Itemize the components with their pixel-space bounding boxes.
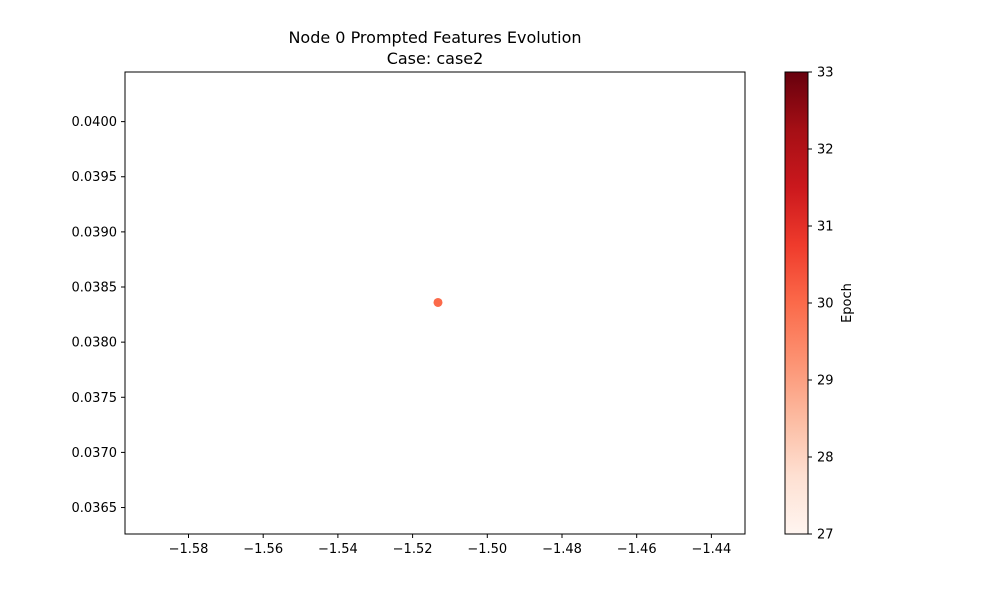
x-tick-label: −1.46	[617, 542, 657, 557]
x-axis: −1.58 −1.56 −1.54 −1.52 −1.50 −1.48 −1.46 −1.44	[169, 534, 731, 557]
chart-subtitle: Case: case2	[387, 49, 484, 68]
y-tick-label: 0.0385	[72, 281, 118, 296]
x-tick-label: −1.44	[691, 542, 731, 557]
colorbar-tick-label: 29	[817, 374, 834, 389]
colorbar-tick-label: 32	[817, 143, 834, 158]
colorbar-tick-label: 33	[817, 66, 834, 81]
y-tick-label: 0.0380	[72, 336, 118, 351]
x-tick-label: −1.54	[318, 542, 358, 557]
x-tick-label: −1.52	[393, 542, 433, 557]
colorbar	[784, 71, 809, 535]
chart-title: Node 0 Prompted Features Evolution	[288, 28, 581, 47]
x-tick-label: −1.58	[169, 542, 209, 557]
y-tick-label: 0.0390	[72, 225, 118, 240]
data-points	[433, 297, 443, 307]
colorbar-label: Epoch	[840, 283, 855, 323]
colorbar-axis: 27 28 29 30 31 32 33	[808, 66, 834, 543]
y-tick-label: 0.0375	[72, 391, 118, 406]
data-point	[433, 297, 443, 307]
y-tick-label: 0.0365	[72, 501, 118, 516]
colorbar-tick-label: 27	[817, 528, 834, 543]
y-tick-label: 0.0395	[72, 170, 118, 185]
colorbar-tick-label: 30	[817, 297, 834, 312]
x-tick-label: −1.48	[542, 542, 582, 557]
y-axis: 0.0365 0.0370 0.0375 0.0380 0.0385 0.0390 0.03…	[72, 115, 125, 516]
colorbar-tick-label: 28	[817, 451, 834, 466]
x-tick-label: −1.56	[243, 542, 283, 557]
y-tick-label: 0.0370	[72, 446, 118, 461]
x-tick-label: −1.50	[467, 542, 507, 557]
colorbar-tick-label: 31	[817, 220, 834, 235]
y-tick-label: 0.0400	[72, 115, 118, 130]
